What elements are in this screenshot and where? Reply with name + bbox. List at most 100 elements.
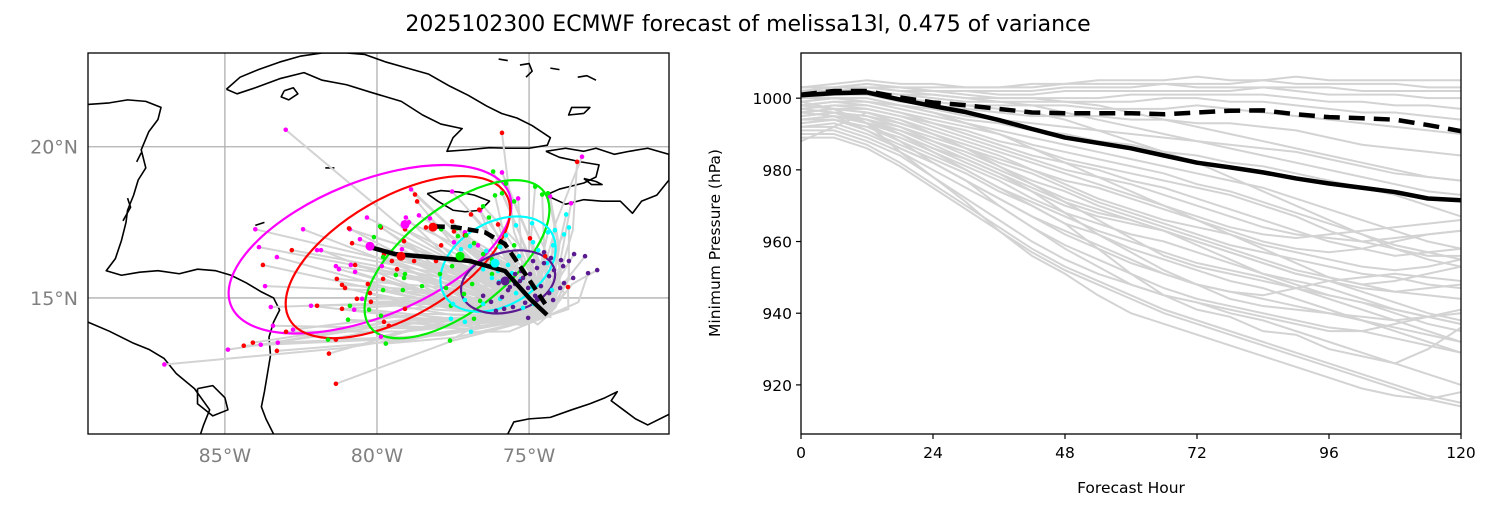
ensemble-position	[549, 287, 555, 293]
coastlines	[88, 53, 669, 434]
member-line	[801, 97, 1461, 286]
ensemble-position	[585, 270, 591, 276]
ensemble-position	[437, 271, 443, 277]
mean-position	[455, 251, 465, 261]
member-line	[801, 79, 1461, 89]
member-line	[801, 111, 1461, 333]
ensemble-position	[380, 276, 386, 282]
ensemble-position	[566, 258, 572, 264]
ensemble-position	[399, 246, 405, 252]
ensemble-position	[541, 249, 547, 255]
ensemble-position	[325, 337, 331, 342]
ensemble-position	[401, 275, 407, 281]
ensemble-position	[539, 192, 545, 197]
ensemble-position	[402, 306, 408, 312]
coastline	[507, 390, 669, 434]
x-tick-label: 48	[1055, 444, 1075, 462]
ensemble-position	[359, 296, 365, 302]
coastline	[225, 53, 552, 153]
ensemble-position	[570, 275, 576, 281]
map-y-tick-label: 20°N	[30, 137, 78, 159]
ensemble-position	[378, 334, 384, 339]
coastline	[567, 106, 591, 116]
ensemble-position	[489, 271, 495, 277]
ensemble-position	[517, 278, 523, 284]
y-tick-label: 980	[762, 162, 792, 180]
ensemble-position	[314, 247, 320, 253]
ensemble-position	[241, 343, 247, 349]
map-y-tick-label: 15°N	[30, 288, 78, 310]
mean-lines	[801, 88, 1461, 203]
ensemble-position	[468, 329, 474, 335]
ensemble-position	[582, 253, 588, 259]
ensemble-position	[447, 338, 453, 343]
ensemble-position	[461, 291, 467, 297]
ensemble-position	[520, 275, 526, 281]
ensemble-position	[462, 319, 468, 325]
ensemble-position	[351, 307, 357, 313]
ensemble-position	[339, 282, 345, 288]
ensemble-position	[480, 293, 486, 299]
ensemble-position	[538, 283, 544, 289]
ensemble-position	[342, 285, 348, 291]
ensemble-position	[574, 159, 580, 165]
ensemble-position	[412, 192, 418, 197]
ensemble-position	[402, 271, 408, 277]
ensemble-position	[525, 285, 531, 291]
pressure-ticks: 0 24 48 72 96 120 920 940 960 980 1000	[753, 90, 1476, 462]
member-line	[801, 125, 1461, 354]
ensemble-position	[546, 290, 552, 296]
control-or-deterministic-line	[801, 88, 1461, 134]
ensemble-position	[380, 287, 386, 293]
ensemble-position	[532, 293, 538, 299]
ensemble-position	[561, 232, 567, 237]
coastline	[519, 62, 533, 78]
ensemble-position	[318, 247, 324, 253]
ensemble-position	[408, 187, 414, 192]
ensemble-position	[496, 280, 501, 286]
ensemble-position	[379, 263, 385, 269]
figure-title: 2025102300 ECMWF forecast of melissa13l,…	[405, 12, 1091, 37]
map-x-tick-label: 80°W	[351, 445, 404, 467]
ensemble-position	[520, 305, 526, 311]
ensemble-position	[401, 238, 407, 244]
member-lines	[801, 75, 1461, 408]
member-line	[801, 118, 1461, 343]
ensemble-position	[566, 225, 572, 230]
ensemble-position	[443, 285, 449, 291]
ensemble-position	[274, 348, 280, 354]
ensemble-position	[490, 169, 496, 174]
ensemble-position	[534, 265, 540, 271]
ensemble-position	[339, 306, 345, 312]
member-line	[801, 100, 1461, 261]
ensemble-position	[471, 316, 477, 322]
member-line	[801, 89, 1461, 110]
ensemble-position	[451, 239, 457, 245]
ensemble-track	[546, 253, 575, 317]
ensemble-position	[462, 297, 468, 303]
ensemble-position	[542, 253, 548, 259]
ensemble-position	[419, 283, 425, 289]
mean-position	[428, 222, 438, 232]
ensemble-position	[393, 272, 399, 278]
ensemble-position	[416, 213, 422, 218]
ensemble-position	[345, 317, 351, 323]
coastline	[196, 384, 229, 417]
ensemble-position	[389, 258, 395, 264]
ensemble-position	[380, 254, 386, 260]
ensemble-position	[354, 296, 360, 302]
map-tick-labels: 85°W 80°W 75°W 15°N 20°N	[30, 137, 555, 467]
coastline	[135, 152, 142, 163]
ensemble-position	[476, 207, 482, 212]
ensemble-position	[308, 303, 314, 309]
coastline	[550, 67, 560, 71]
ensemble-position	[256, 244, 262, 250]
ensemble-position	[527, 271, 533, 277]
ensemble-position	[499, 191, 505, 196]
ensemble-position	[371, 234, 377, 240]
ensemble-position	[381, 319, 387, 325]
ensemble-position	[349, 240, 355, 246]
ensemble-position	[505, 262, 511, 268]
ensemble-position	[333, 381, 339, 387]
ensemble-position	[545, 230, 551, 235]
